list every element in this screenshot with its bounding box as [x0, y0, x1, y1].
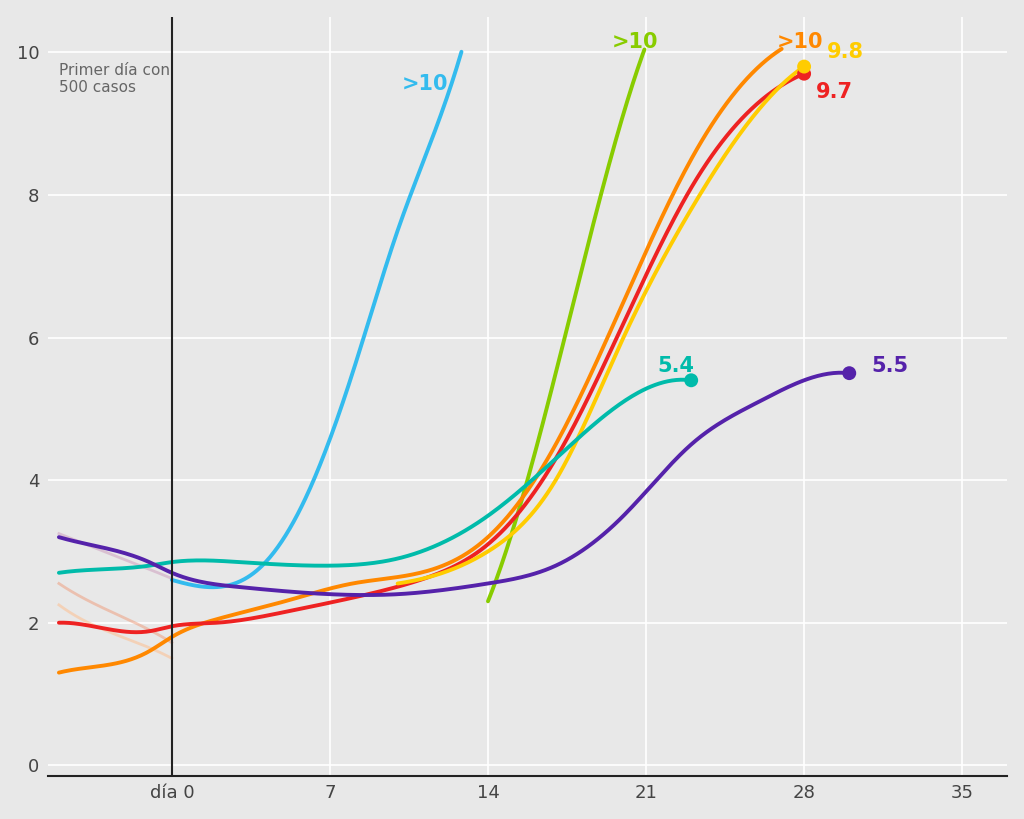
Text: 5.4: 5.4: [657, 356, 694, 376]
Point: [796, 67, 812, 80]
Text: 9.7: 9.7: [815, 82, 852, 102]
Point: [841, 367, 857, 380]
Text: 9.8: 9.8: [826, 43, 863, 62]
Text: 5.5: 5.5: [871, 356, 909, 376]
Text: >10: >10: [777, 32, 823, 52]
Point: [683, 373, 699, 387]
Text: >10: >10: [612, 32, 658, 52]
Point: [796, 60, 812, 73]
Text: Primer día con
500 casos: Primer día con 500 casos: [59, 63, 170, 95]
Text: >10: >10: [402, 75, 449, 94]
